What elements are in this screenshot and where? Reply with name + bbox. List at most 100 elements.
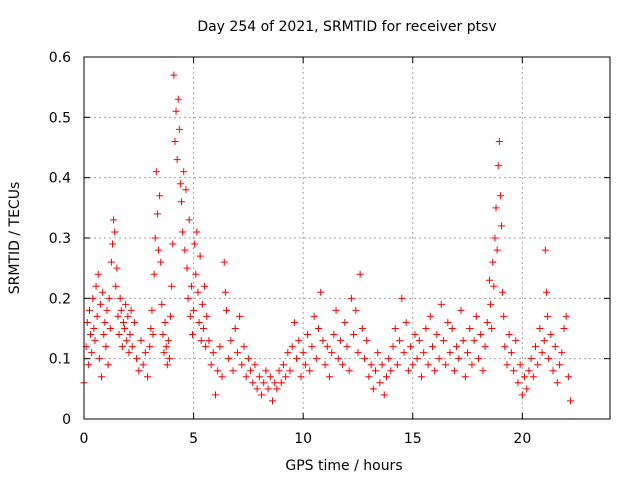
data-point xyxy=(176,180,184,188)
data-point xyxy=(481,343,489,351)
data-point xyxy=(113,264,121,272)
data-point xyxy=(505,331,513,339)
data-point xyxy=(179,228,187,236)
data-point xyxy=(356,270,364,278)
data-point xyxy=(106,325,114,332)
data-point xyxy=(457,306,465,314)
data-point xyxy=(450,367,458,375)
data-point xyxy=(164,337,172,345)
data-point xyxy=(525,367,533,375)
data-point xyxy=(195,318,203,326)
data-point xyxy=(149,331,157,339)
data-point xyxy=(301,361,309,369)
data-point xyxy=(490,282,498,290)
data-point xyxy=(198,300,206,308)
data-point xyxy=(433,331,441,339)
data-point xyxy=(225,355,233,363)
data-point xyxy=(398,294,406,302)
data-point xyxy=(477,331,485,339)
data-point xyxy=(487,300,495,308)
data-point xyxy=(158,300,166,308)
data-point xyxy=(567,397,575,405)
x-tick-label: 15 xyxy=(404,431,422,447)
data-point xyxy=(168,282,176,290)
data-point xyxy=(336,337,344,345)
data-point xyxy=(162,343,170,351)
data-point xyxy=(175,125,183,133)
data-point xyxy=(466,325,474,332)
data-point xyxy=(472,312,480,320)
data-point xyxy=(251,361,259,369)
data-point xyxy=(288,343,296,351)
data-point xyxy=(347,294,355,302)
y-tick-label: 0 xyxy=(62,412,71,428)
data-point xyxy=(507,349,515,357)
data-point xyxy=(100,331,108,339)
data-point xyxy=(501,343,509,351)
data-point xyxy=(178,198,186,206)
data-point xyxy=(494,162,502,170)
data-point xyxy=(350,331,358,339)
data-point xyxy=(151,234,159,242)
data-point xyxy=(358,325,366,332)
data-point xyxy=(343,343,351,351)
data-point xyxy=(485,276,493,284)
data-point xyxy=(541,246,549,254)
y-tick-label: 0.2 xyxy=(49,291,71,307)
data-point xyxy=(498,222,506,230)
data-point xyxy=(365,373,373,381)
data-point xyxy=(227,337,235,345)
data-point xyxy=(127,306,135,314)
data-point xyxy=(330,331,338,339)
plot-frame xyxy=(83,56,611,420)
data-point xyxy=(95,355,103,363)
data-point xyxy=(271,379,279,387)
data-point xyxy=(297,373,305,381)
data-point xyxy=(108,240,116,248)
data-point xyxy=(308,343,316,351)
data-point xyxy=(547,331,555,339)
data-point xyxy=(104,361,112,369)
data-point xyxy=(229,367,237,375)
data-point xyxy=(186,312,194,320)
data-point xyxy=(146,343,154,351)
data-point xyxy=(527,355,535,363)
data-point xyxy=(197,337,205,345)
data-point xyxy=(84,361,92,369)
data-point xyxy=(391,325,399,332)
data-point xyxy=(489,258,497,266)
data-point xyxy=(495,137,503,145)
data-point xyxy=(216,343,224,351)
data-point xyxy=(94,270,102,278)
data-point xyxy=(141,349,149,357)
data-point xyxy=(393,361,401,369)
data-point xyxy=(187,282,195,290)
data-point xyxy=(334,355,342,363)
data-point xyxy=(112,282,120,290)
data-point xyxy=(205,337,213,345)
data-point xyxy=(147,325,155,332)
data-point xyxy=(231,325,239,332)
y-tick-label: 0.6 xyxy=(49,50,71,66)
data-point xyxy=(202,343,210,351)
data-point xyxy=(236,312,244,320)
data-point xyxy=(382,373,390,381)
data-point xyxy=(193,228,201,236)
data-point xyxy=(242,373,250,381)
data-point xyxy=(549,367,557,375)
data-point xyxy=(172,107,180,115)
data-point xyxy=(165,355,173,363)
data-point xyxy=(510,367,518,375)
data-point xyxy=(491,234,499,242)
data-point xyxy=(93,312,101,320)
data-point xyxy=(295,337,303,345)
data-point xyxy=(169,240,177,248)
data-point xyxy=(409,361,417,369)
data-point xyxy=(424,361,432,369)
data-point xyxy=(564,373,572,381)
data-point xyxy=(404,367,412,375)
data-point xyxy=(184,294,192,302)
data-point xyxy=(128,343,136,351)
data-point xyxy=(400,349,408,357)
data-point xyxy=(144,373,152,381)
